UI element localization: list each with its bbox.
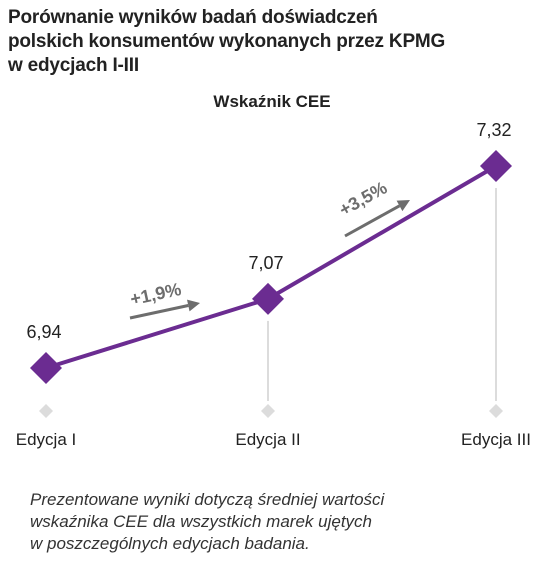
footnote-line-1: Prezentowane wyniki dotyczą średniej war… — [30, 490, 385, 509]
axis-marker — [489, 404, 503, 418]
footnote: Prezentowane wyniki dotyczą średniej war… — [30, 489, 530, 555]
change-arrow — [129, 304, 189, 320]
change-arrowhead — [396, 200, 410, 212]
data-label: 7,32 — [476, 120, 511, 140]
page-title: Porównanie wyników badań doświadczeń pol… — [8, 7, 446, 76]
line-chart: Edycja I Edycja II Edycja III 6,94 7,07 7,32 +… — [16, 120, 531, 449]
x-tick-label: Edycja I — [16, 430, 76, 449]
change-arrow — [344, 204, 401, 238]
data-point — [480, 150, 512, 182]
data-label: 7,07 — [248, 253, 283, 273]
change-label: +1,9% — [128, 279, 183, 309]
data-label: 6,94 — [26, 322, 61, 342]
axis-marker — [261, 404, 275, 418]
change-arrowhead — [187, 299, 200, 312]
change-label: +3,5% — [336, 178, 391, 220]
footnote-line-3: w poszczególnych edycjach badania. — [30, 534, 310, 553]
axis-marker — [39, 404, 53, 418]
data-point — [252, 282, 284, 315]
data-point — [30, 352, 62, 384]
x-tick-label: Edycja III — [461, 430, 531, 449]
chart-title: Wskaźnik CEE — [213, 92, 331, 111]
x-tick-label: Edycja II — [235, 430, 300, 449]
footnote-line-2: wskaźnika CEE dla wszystkich marek ujęty… — [30, 512, 373, 531]
